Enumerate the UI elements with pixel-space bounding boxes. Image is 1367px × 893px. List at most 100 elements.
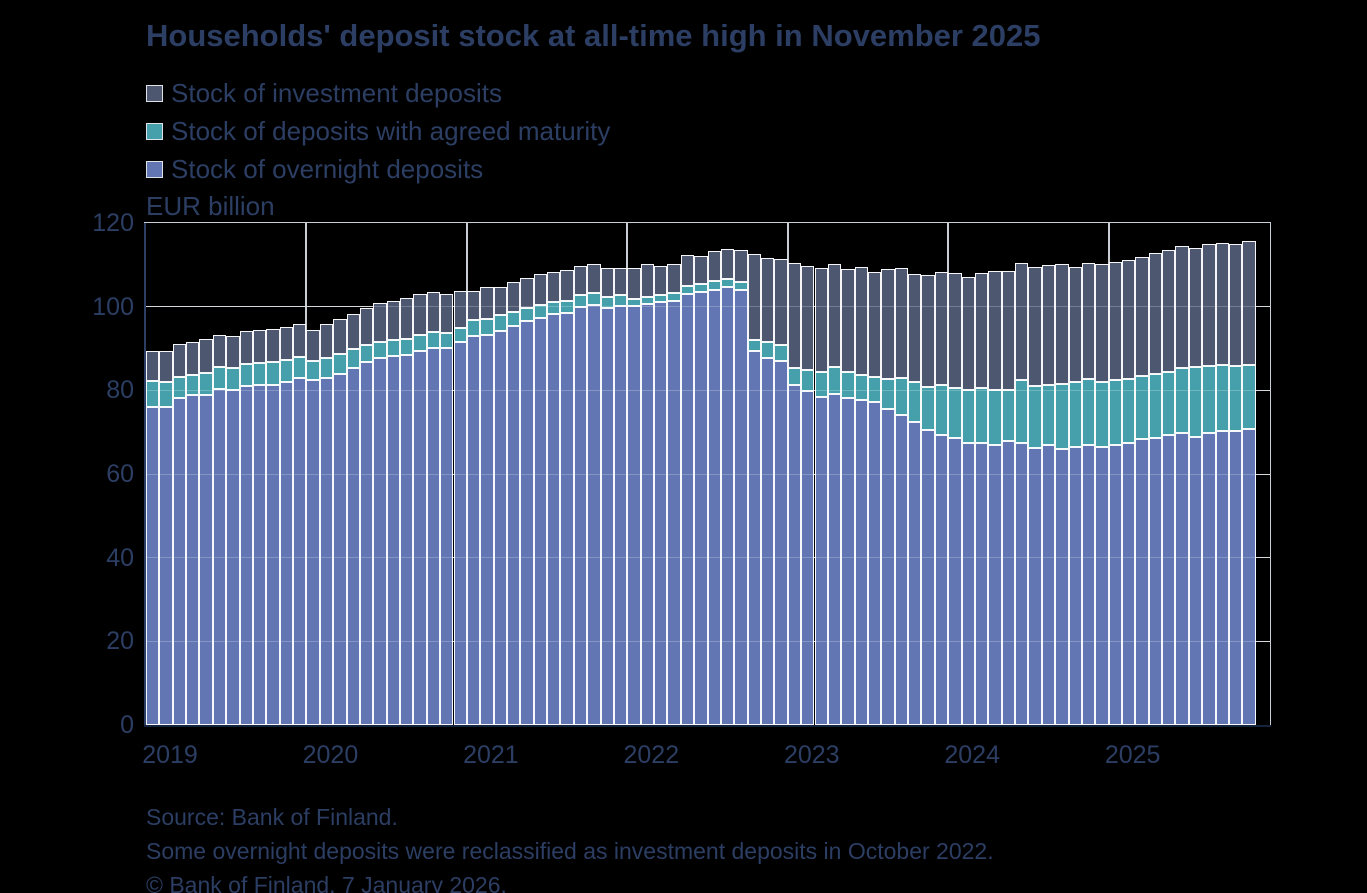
bar-2024-10: [1068, 266, 1082, 725]
bar-2019-01: [146, 350, 160, 725]
bar-2024-02: [961, 277, 975, 725]
segment-agreed-maturity: [520, 307, 534, 322]
bar-2020-10: [426, 292, 441, 725]
x-tick-label-2022: 2022: [623, 741, 680, 769]
segment-investment: [400, 298, 414, 339]
segment-agreed-maturity: [1001, 389, 1016, 441]
segment-overnight: [667, 300, 681, 725]
plot-right-border: [1270, 223, 1271, 725]
segment-agreed-maturity: [867, 376, 882, 403]
gridline-overlay-40: [146, 557, 1270, 559]
segment-agreed-maturity: [720, 278, 735, 288]
segment-investment: [359, 308, 374, 345]
x-axis-line: [144, 725, 1271, 727]
bar-2021-01: [466, 290, 481, 725]
segment-investment: [333, 318, 347, 354]
segment-investment: [186, 342, 200, 375]
bar-2023-08: [881, 269, 895, 725]
bar-2025-09: [1215, 242, 1229, 725]
segment-overnight: [867, 402, 882, 725]
y-axis-line: [144, 223, 146, 725]
x-tick-label-2019: 2019: [142, 741, 198, 769]
segment-overnight: [146, 407, 160, 725]
x-tick-label-2020: 2020: [302, 741, 359, 769]
segment-agreed-maturity: [346, 349, 360, 369]
segment-overnight: [1041, 445, 1056, 725]
bar-2022-05: [680, 255, 695, 725]
segment-investment: [1122, 259, 1136, 379]
segment-overnight: [1162, 435, 1176, 725]
segment-agreed-maturity: [159, 381, 173, 408]
segment-agreed-maturity: [1122, 378, 1136, 444]
bar-2022-03: [654, 265, 668, 725]
bar-2019-02: [159, 351, 173, 725]
legend-item-overnight: Stock of overnight deposits: [146, 150, 610, 188]
bar-2020-07: [386, 300, 401, 725]
segment-investment: [734, 249, 748, 282]
bar-2024-05: [1001, 270, 1016, 725]
segment-overnight: [186, 394, 200, 725]
segment-agreed-maturity: [934, 385, 949, 435]
segment-overnight: [293, 377, 307, 725]
segment-investment: [413, 294, 427, 336]
bar-2022-10: [747, 254, 761, 725]
segment-investment: [1215, 242, 1229, 366]
segment-agreed-maturity: [814, 371, 828, 398]
segment-investment: [1162, 249, 1176, 372]
bar-2020-11: [440, 294, 454, 725]
segment-investment: [159, 351, 173, 382]
bar-2025-06: [1175, 246, 1189, 725]
segment-investment: [1202, 243, 1216, 367]
bar-2024-08: [1041, 265, 1056, 725]
segment-investment: [212, 334, 227, 368]
segment-investment: [934, 271, 949, 386]
segment-overnight: [974, 442, 989, 725]
segment-overnight: [533, 317, 548, 725]
segment-overnight: [961, 443, 975, 725]
segment-overnight: [694, 292, 708, 725]
segment-agreed-maturity: [694, 284, 708, 293]
bar-2023-01: [787, 262, 802, 725]
bar-2020-05: [359, 308, 374, 725]
segment-agreed-maturity: [961, 389, 975, 444]
segment-agreed-maturity: [1055, 383, 1069, 449]
segment-investment: [239, 331, 253, 364]
segment-investment: [974, 273, 989, 388]
segment-overnight: [948, 438, 962, 725]
bar-2019-08: [239, 331, 253, 725]
bar-2024-06: [1015, 263, 1029, 725]
segment-agreed-maturity: [680, 285, 695, 295]
segment-overnight: [547, 314, 561, 725]
segment-agreed-maturity: [1095, 381, 1109, 447]
bar-2025-05: [1162, 249, 1176, 725]
segment-agreed-maturity: [440, 333, 454, 349]
segment-overnight: [1215, 431, 1229, 725]
segment-agreed-maturity: [1068, 381, 1082, 447]
segment-investment: [453, 290, 467, 328]
segment-overnight: [654, 301, 668, 725]
segment-overnight: [573, 306, 588, 725]
segment-overnight: [680, 294, 695, 725]
segment-overnight: [453, 342, 467, 725]
bar-2020-02: [319, 323, 334, 725]
segment-overnight: [814, 397, 828, 725]
segment-agreed-maturity: [747, 339, 761, 352]
bar-2021-07: [547, 271, 561, 725]
segment-overnight: [747, 351, 761, 725]
segment-investment: [319, 323, 334, 359]
bar-2025-08: [1202, 243, 1216, 725]
segment-agreed-maturity: [506, 311, 521, 326]
bar-2020-04: [346, 314, 360, 725]
segment-overnight: [1015, 442, 1029, 725]
segment-overnight: [1028, 447, 1042, 725]
segment-investment: [801, 265, 815, 371]
segment-agreed-maturity: [627, 298, 641, 306]
segment-overnight: [1228, 431, 1243, 725]
segment-investment: [1055, 264, 1069, 384]
segment-overnight: [560, 313, 574, 725]
segment-agreed-maturity: [333, 353, 347, 374]
segment-overnight: [988, 444, 1002, 725]
segment-agreed-maturity: [774, 345, 788, 361]
segment-investment: [774, 258, 788, 346]
x-tick-label-2023: 2023: [783, 741, 840, 769]
